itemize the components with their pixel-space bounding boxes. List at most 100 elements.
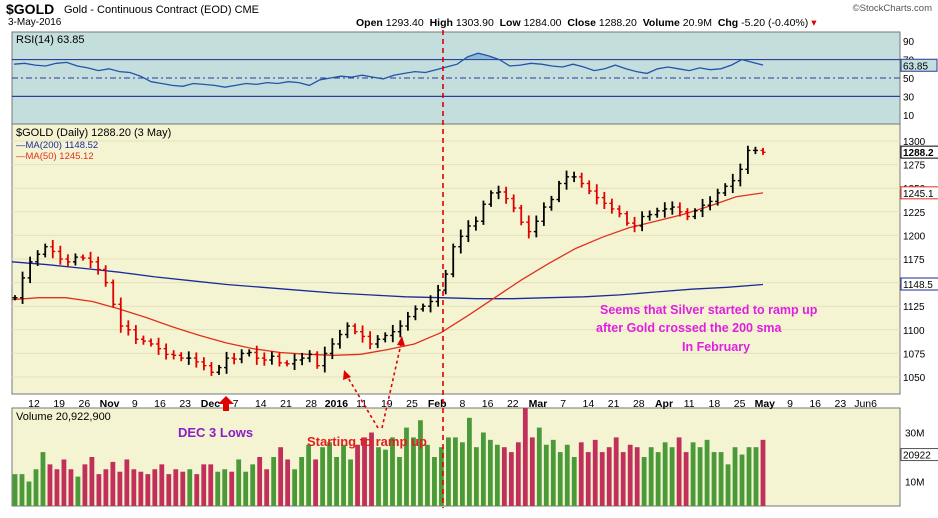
- ohlc-readout: Open 1293.40 High 1303.90 Low 1284.00 Cl…: [356, 17, 817, 29]
- rsi-tick: 30: [903, 92, 915, 103]
- volume-bar: [348, 459, 353, 506]
- volume-bar: [571, 457, 577, 506]
- x-tick-label: 16: [482, 398, 494, 410]
- volume-bar: [320, 447, 325, 506]
- volume-bar: [19, 474, 25, 506]
- x-tick-label: Mar: [529, 398, 548, 410]
- price-tick: 1075: [903, 349, 926, 360]
- bottom-strip: [0, 508, 938, 518]
- volume-bar: [466, 417, 472, 506]
- volume-bar: [201, 464, 207, 506]
- volume-bar: [215, 471, 221, 506]
- volume-bar: [110, 461, 116, 506]
- price-tick: 1125: [903, 302, 925, 313]
- x-tick-label: Dec: [201, 398, 220, 410]
- volume-bar: [543, 444, 549, 506]
- volume-label: Volume 20,922,900: [16, 411, 111, 423]
- volume-bar: [662, 442, 668, 506]
- x-tick-label: 8: [459, 398, 465, 410]
- volume-bar: [257, 457, 263, 506]
- x-tick-label: 2016: [325, 398, 349, 410]
- volume-bar: [292, 469, 298, 506]
- x-tick-label: 11: [684, 398, 695, 410]
- date: 3-May-2016: [8, 17, 62, 28]
- volume-bar: [473, 447, 479, 506]
- volume-bar: [704, 439, 710, 506]
- volume-bar: [515, 442, 521, 506]
- volume-bar: [683, 452, 689, 506]
- ma50-legend: —MA(50) 1245.12: [16, 151, 94, 162]
- x-tick-label: 21: [608, 398, 620, 410]
- volume-bar: [606, 447, 612, 506]
- x-tick-label: 16: [154, 398, 166, 410]
- volume-bar: [152, 469, 158, 506]
- annotation-dec-lows: DEC 3 Lows: [178, 425, 253, 440]
- volume-bar: [418, 420, 423, 506]
- volume-bar: [159, 464, 165, 506]
- volume-bar: [173, 469, 179, 506]
- x-tick-label: Apr: [655, 398, 673, 410]
- volume-bar: [54, 469, 60, 506]
- annotation-ramp-up: Starting to ramp up: [307, 434, 427, 449]
- rsi-mid-cover: [13, 59, 899, 88]
- volume-bar: [711, 452, 717, 506]
- volume-bar: [494, 444, 500, 506]
- x-tick-label: 9: [787, 398, 793, 410]
- volume-bar: [26, 481, 32, 506]
- volume-bar: [369, 432, 374, 506]
- x-tick-label: 14: [583, 398, 595, 410]
- price-tick: 1050: [903, 373, 926, 384]
- volume-bar: [187, 469, 193, 506]
- volume-bar: [103, 469, 109, 506]
- price-value-tag: [900, 186, 938, 200]
- x-tick-label: 28: [305, 398, 317, 410]
- x-tick-label: 18: [709, 398, 721, 410]
- price-tick: 1200: [903, 231, 926, 242]
- volume-bar: [425, 444, 430, 506]
- volume-bar: [222, 469, 228, 506]
- price-tick: 1175: [903, 255, 925, 266]
- volume-bar: [299, 457, 305, 506]
- x-tick-label: 28: [633, 398, 645, 410]
- volume-bar: [334, 457, 339, 506]
- volume-bar: [68, 469, 74, 506]
- volume-bar: [355, 444, 360, 506]
- volume-bar: [138, 471, 144, 506]
- price-value-label: 1245.1: [903, 189, 934, 200]
- x-tick-label: Jun6: [854, 398, 877, 410]
- volume-bar: [47, 464, 53, 506]
- volume-bar: [550, 439, 556, 506]
- x-tick-label: 25: [406, 398, 418, 410]
- volume-bar: [725, 464, 731, 506]
- x-tick-label: 14: [255, 398, 267, 410]
- volume-bar: [501, 447, 507, 506]
- volume-bar: [676, 437, 682, 506]
- volume-bar: [376, 447, 381, 506]
- volume-bar: [648, 447, 654, 506]
- x-tick-label: 23: [179, 398, 191, 410]
- annotations: Seems that Silver started to ramp up afte…: [178, 30, 818, 508]
- chart-header: $GOLD Gold - Continuous Contract (EOD) C…: [0, 0, 938, 30]
- volume-bar: [89, 457, 95, 506]
- annotation-silver-3: In February: [682, 340, 750, 354]
- volume-bar: [390, 437, 395, 506]
- volume-bar: [383, 449, 388, 506]
- price-tick: 1100: [903, 326, 925, 337]
- price-value-label: 1148.5: [903, 280, 933, 291]
- volume-bar: [362, 437, 367, 506]
- volume-bar: [578, 442, 584, 506]
- volume-bar: [208, 464, 214, 506]
- x-tick-label: 25: [734, 398, 746, 410]
- volume-bar: [96, 474, 102, 506]
- price-tick: 1275: [903, 161, 926, 172]
- volume-bar: [397, 457, 402, 506]
- volume-tick: 30M: [905, 429, 924, 440]
- axes: 121926Nov91623Dec71421282016111925Feb816…: [28, 398, 877, 410]
- volume-bar: [40, 452, 46, 506]
- rsi-tick: 50: [903, 74, 915, 85]
- volume-bar: [522, 408, 528, 506]
- volume-bar: [690, 442, 696, 506]
- x-tick-label: 16: [809, 398, 821, 410]
- volume-bar: [306, 444, 312, 506]
- volume-bar: [453, 437, 458, 506]
